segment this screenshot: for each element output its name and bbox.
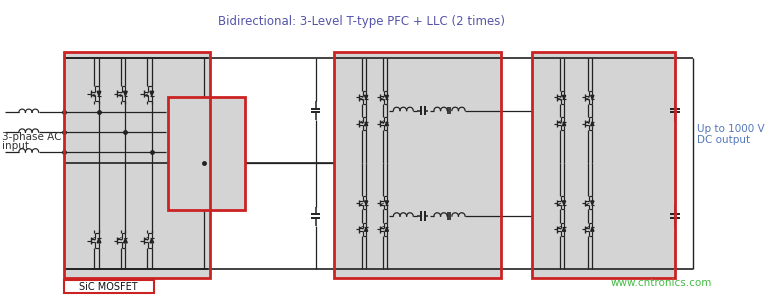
Text: 3-phase AC: 3-phase AC <box>2 132 61 142</box>
Polygon shape <box>124 238 127 243</box>
Bar <box>333 52 502 278</box>
Text: www.cntronics.com: www.cntronics.com <box>611 278 712 288</box>
Polygon shape <box>562 227 566 231</box>
Polygon shape <box>150 238 154 243</box>
Polygon shape <box>591 201 594 205</box>
Bar <box>64 52 210 278</box>
Bar <box>167 97 245 210</box>
Polygon shape <box>591 95 594 99</box>
Text: input: input <box>2 141 29 151</box>
Polygon shape <box>202 117 206 121</box>
Polygon shape <box>562 122 566 126</box>
Bar <box>64 280 154 293</box>
Polygon shape <box>202 138 206 142</box>
Bar <box>531 52 675 278</box>
Polygon shape <box>97 238 101 243</box>
Polygon shape <box>365 201 368 205</box>
Text: SiC MOSFET: SiC MOSFET <box>79 282 137 292</box>
Polygon shape <box>150 91 154 96</box>
Bar <box>333 52 502 278</box>
Text: DC output: DC output <box>697 135 750 145</box>
Polygon shape <box>591 227 594 231</box>
Polygon shape <box>202 158 206 162</box>
Polygon shape <box>202 179 206 183</box>
Polygon shape <box>365 227 368 231</box>
Polygon shape <box>365 122 368 126</box>
Polygon shape <box>386 227 389 231</box>
Text: Up to 1000 V: Up to 1000 V <box>697 124 765 134</box>
Polygon shape <box>562 95 566 99</box>
Polygon shape <box>591 122 594 126</box>
Polygon shape <box>124 91 127 96</box>
Bar <box>64 52 210 278</box>
Text: Bidirectional: 3-Level T-type PFC + LLC (2 times): Bidirectional: 3-Level T-type PFC + LLC … <box>218 15 505 28</box>
Polygon shape <box>562 201 566 205</box>
Polygon shape <box>386 201 389 205</box>
Polygon shape <box>365 95 368 99</box>
Polygon shape <box>386 95 389 99</box>
Bar <box>531 52 675 278</box>
Polygon shape <box>386 122 389 126</box>
Polygon shape <box>97 91 101 96</box>
